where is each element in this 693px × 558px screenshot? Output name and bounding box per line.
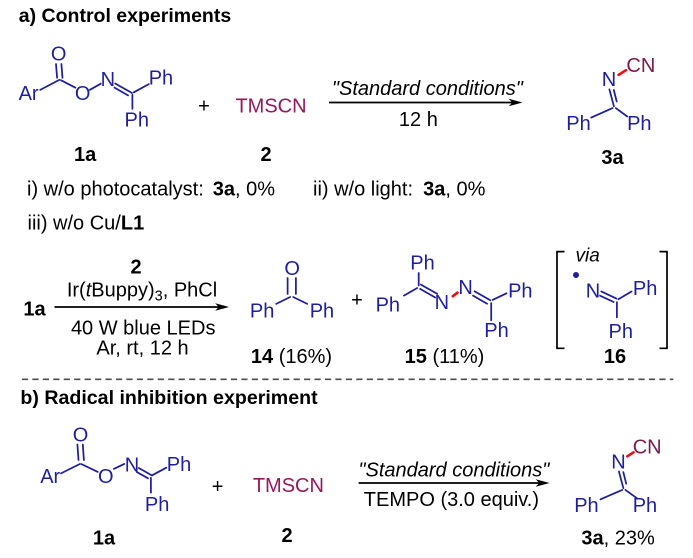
svg-text:+: + <box>212 476 224 498</box>
svg-text:O: O <box>284 258 300 280</box>
svg-text:O: O <box>51 44 67 66</box>
svg-text:Ph: Ph <box>410 253 434 275</box>
svg-text:b) Radical inhibition experime: b) Radical inhibition experiment <box>20 387 318 409</box>
svg-text:3a: 3a <box>601 147 624 169</box>
svg-text:TMSCN: TMSCN <box>235 95 306 117</box>
svg-text:Ph: Ph <box>508 281 532 303</box>
svg-text:2: 2 <box>281 525 292 547</box>
svg-text:Ph: Ph <box>566 113 590 135</box>
svg-text:Ph: Ph <box>376 295 400 317</box>
svg-text:O: O <box>75 83 91 105</box>
svg-text:N: N <box>458 277 472 299</box>
svg-text:N: N <box>101 69 115 91</box>
svg-text:Ph: Ph <box>574 495 598 517</box>
svg-text:N: N <box>125 454 139 476</box>
svg-text:iii) w/o Cu/L1: iii) w/o Cu/L1 <box>28 212 145 234</box>
svg-text:Ph: Ph <box>145 494 169 516</box>
svg-text:CN: CN <box>633 436 662 458</box>
svg-text:1a: 1a <box>23 299 46 321</box>
svg-text:O: O <box>98 466 114 488</box>
svg-text:N: N <box>435 292 449 314</box>
svg-text:15 (11%): 15 (11%) <box>405 346 485 368</box>
svg-text:Ph: Ph <box>609 321 633 343</box>
svg-text:N: N <box>611 451 625 473</box>
svg-text:14 (16%): 14 (16%) <box>251 346 332 368</box>
svg-text:O: O <box>73 425 89 447</box>
svg-text:TEMPO (3.0 equiv.): TEMPO (3.0 equiv.) <box>364 489 539 511</box>
svg-text:+: + <box>198 95 210 117</box>
svg-text:Ph: Ph <box>125 109 149 131</box>
svg-text:via: via <box>576 246 600 267</box>
svg-text:1a: 1a <box>93 528 116 550</box>
svg-text:a) Control experiments: a) Control experiments <box>19 5 232 27</box>
svg-text:TMSCN: TMSCN <box>253 475 324 497</box>
svg-text:Ph: Ph <box>484 320 508 342</box>
svg-text:ii) w/o light: 3a, 0%: ii) w/o light: 3a, 0% <box>313 179 486 201</box>
svg-text:+: + <box>351 290 363 312</box>
svg-text:2: 2 <box>260 144 271 166</box>
svg-text:Ar: Ar <box>19 83 39 105</box>
svg-text:Ar: Ar <box>40 466 60 488</box>
svg-text:"Standard conditions": "Standard conditions" <box>332 78 524 100</box>
svg-text:Ph: Ph <box>149 68 173 90</box>
svg-text:Ph: Ph <box>633 278 657 300</box>
svg-text:i) w/o photocatalyst: 3a, 0%: i) w/o photocatalyst: 3a, 0% <box>27 179 275 201</box>
svg-text:N: N <box>586 281 600 303</box>
svg-text:Ph: Ph <box>627 113 651 135</box>
svg-text:Ir(tBuppy)3, PhCl: Ir(tBuppy)3, PhCl <box>67 280 217 305</box>
svg-text:3a, 23%: 3a, 23% <box>581 528 655 550</box>
svg-text:Ph: Ph <box>633 495 657 517</box>
svg-text:Ph: Ph <box>250 301 274 323</box>
svg-text:CN: CN <box>626 55 655 77</box>
svg-text:1a: 1a <box>74 144 97 166</box>
svg-text:12 h: 12 h <box>399 109 438 131</box>
svg-text:"Standard conditions": "Standard conditions" <box>358 459 550 481</box>
svg-text:N: N <box>602 69 616 91</box>
svg-text:Ar, rt, 12 h: Ar, rt, 12 h <box>96 337 188 359</box>
svg-text:2: 2 <box>130 257 141 279</box>
svg-text:Ph: Ph <box>310 301 334 323</box>
svg-text:40 W blue LEDs: 40 W blue LEDs <box>71 318 216 340</box>
svg-text:16: 16 <box>604 346 626 368</box>
svg-text:Ph: Ph <box>167 454 191 476</box>
